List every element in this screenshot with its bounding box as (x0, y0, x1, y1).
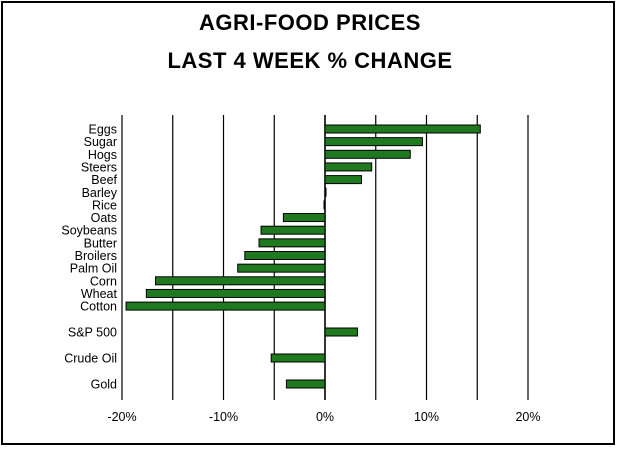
category-label: Rice (92, 198, 117, 212)
bar-soybeans (260, 225, 326, 235)
category-label: Eggs (89, 123, 118, 137)
bar-steers (324, 162, 373, 172)
bar-eggs (324, 124, 481, 134)
bar-cotton (125, 301, 326, 311)
category-label: Broilers (75, 249, 117, 263)
category-label: Palm Oil (70, 262, 117, 276)
x-tick-label: 0% (316, 410, 334, 424)
category-label: Beef (91, 173, 117, 187)
category-label: Cotton (80, 300, 117, 314)
bar-barley (324, 187, 327, 197)
category-label: Wheat (81, 287, 118, 301)
category-label: Sugar (84, 135, 117, 149)
bar-s-p-500 (324, 327, 358, 337)
plot-area: EggsSugarHogsSteersBeefBarleyRiceOatsSoy… (61, 115, 541, 424)
category-label: Steers (81, 160, 117, 174)
bar-hogs (324, 149, 411, 159)
bar-palm-oil (237, 263, 326, 273)
category-label: Crude Oil (64, 352, 117, 366)
bar-sugar (324, 137, 423, 147)
category-label: Barley (82, 186, 118, 200)
chart-title: AGRI-FOOD PRICES (199, 10, 421, 35)
category-label: Soybeans (61, 224, 117, 238)
bar-crude-oil (270, 353, 326, 363)
category-label: Oats (91, 211, 117, 225)
category-label: Gold (91, 378, 117, 392)
bar-oats (282, 213, 326, 223)
category-label: Corn (90, 274, 117, 288)
bar-wheat (145, 288, 326, 298)
bar-butter (258, 238, 326, 248)
bar-broilers (244, 251, 326, 260)
category-label: Hogs (88, 148, 117, 162)
x-tick-label: -20% (107, 410, 136, 424)
x-tick-label: 20% (515, 410, 540, 424)
bar-beef (324, 175, 363, 185)
category-label: S&P 500 (68, 326, 117, 340)
x-tick-label: -10% (209, 410, 238, 424)
x-tick-label: 10% (414, 410, 439, 424)
bar-corn (154, 276, 326, 286)
bar-rice (323, 200, 326, 210)
category-label: Butter (84, 236, 117, 250)
bar-gold (285, 379, 326, 389)
chart-subtitle: LAST 4 WEEK % CHANGE (167, 48, 453, 73)
